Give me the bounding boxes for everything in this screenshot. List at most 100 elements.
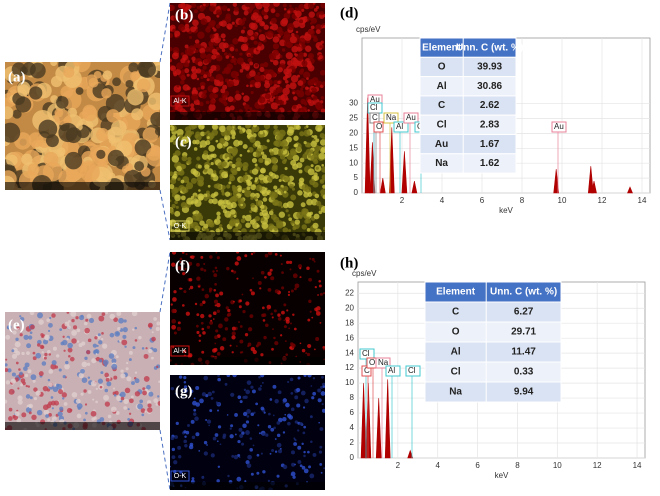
speck [260,151,265,155]
table-cell: 2.83 [480,119,500,130]
speck [212,153,217,159]
speck [213,273,218,278]
speck [170,46,173,52]
speck [265,433,269,437]
speck [209,34,215,39]
speck [239,154,243,157]
speck [193,397,196,400]
speck [205,190,210,195]
speck [200,313,205,319]
speck [299,131,305,137]
speck [301,60,308,67]
speck [90,410,97,417]
speck [42,161,63,182]
speck [201,288,205,292]
speck [185,311,190,316]
speck [252,444,255,447]
speck [294,420,298,424]
speck [289,4,292,8]
speck [307,450,310,454]
speck [186,86,191,91]
speck [126,376,132,382]
speck [269,151,275,156]
speck [231,163,236,169]
speck [298,169,303,174]
speck [170,178,177,185]
speck [8,388,15,395]
speck [220,20,227,27]
speck [297,80,304,86]
speck [217,375,220,377]
speck [318,279,321,283]
speck [209,92,217,100]
speck [90,380,97,387]
speck [177,445,182,450]
speck [101,332,104,335]
speck [293,442,298,446]
speck [52,416,57,422]
speck [319,100,324,104]
speck [222,38,226,42]
speck [196,5,201,10]
speck [239,351,243,354]
speck [62,374,66,379]
speck [86,362,91,366]
speck [271,448,275,452]
speck [278,99,285,106]
speck [199,47,206,54]
speck [293,96,298,101]
speck [246,463,252,468]
speck [257,229,261,232]
speck [302,52,308,57]
speck [198,195,204,201]
speck [171,252,177,255]
speck [30,374,37,381]
speck [226,23,233,30]
speck [287,421,291,426]
speck [107,414,112,419]
speck [180,3,186,9]
speck [238,305,242,309]
speck [320,471,323,474]
speck [87,390,92,394]
speck [311,396,315,400]
speck [250,252,254,256]
speck [300,202,306,208]
speck [306,227,311,232]
speck [37,312,44,319]
speck [286,201,294,209]
speck [153,317,157,321]
speck [210,319,213,322]
speck [186,160,192,165]
speck [290,194,297,201]
speck [109,313,115,320]
speck [250,412,255,417]
speck [188,261,193,266]
speck [206,78,210,82]
speck [298,214,303,219]
speck [202,65,207,70]
speck [303,375,307,377]
speck [134,339,138,342]
speck [245,420,250,424]
speck [307,109,310,112]
speck [283,325,287,329]
speck [249,107,253,111]
speck [276,221,284,229]
speck [238,18,245,26]
speck [57,147,66,156]
speck [11,62,26,77]
y-tick-label: 22 [345,288,354,297]
speck [301,8,305,12]
speck [250,385,254,389]
speck [273,426,276,430]
speck [247,149,250,153]
speck [172,173,178,179]
speck [215,9,223,16]
y-axis-label: cps/eV [356,25,381,34]
micrograph [170,3,325,120]
panel-label: (a) [8,69,26,85]
speck [264,88,268,92]
annotation: C [372,113,378,122]
speck [215,24,221,29]
